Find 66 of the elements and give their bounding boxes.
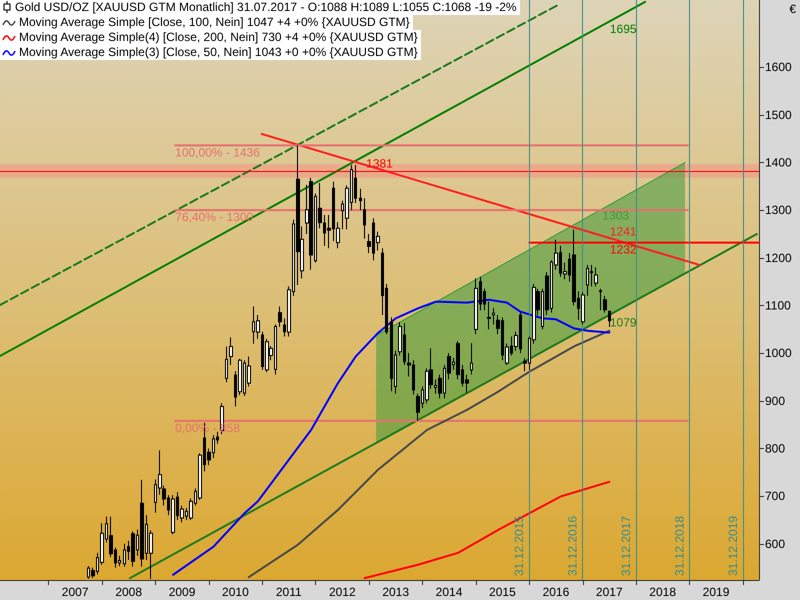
y-tick-label: 1100 (765, 298, 792, 312)
candlestick (123, 543, 126, 568)
annotation: 100,00% - 1436 (175, 145, 260, 160)
annotation: 1303 (602, 208, 630, 223)
x-tick-label: 2013 (382, 585, 410, 599)
x-tick-label: 2017 (596, 585, 623, 599)
y-tick-label: 1500 (765, 108, 792, 122)
line-series (172, 298, 610, 576)
candlestick (229, 336, 233, 366)
y-tick-label: 1400 (765, 156, 792, 170)
annotation: 1695 (610, 22, 637, 36)
ref-line-label: 31.12.2017 (619, 516, 634, 576)
candlestick (359, 188, 362, 211)
x-tick-label: 2014 (436, 585, 463, 599)
x-tick-label: 2018 (649, 585, 676, 599)
candlestick (594, 266, 598, 287)
candlestick (363, 198, 366, 240)
y-tick-label: 900 (765, 394, 786, 408)
ref-line-label: 1381 (366, 156, 394, 171)
legend-label: Moving Average Simple [Close, 100, Nein] 1047 +4 +0% {XAUUSD GTM} (19, 15, 410, 29)
candlestick (492, 307, 495, 326)
candlestick (390, 316, 393, 392)
y-tick-label: 800 (765, 441, 786, 456)
candlestick (603, 295, 607, 314)
ref-line-label: 31.12.2019 (726, 516, 740, 576)
y-tick-label: 1000 (765, 346, 792, 360)
candlestick (470, 342, 473, 376)
candlestick (171, 494, 175, 535)
y-tick-label: 1600 (765, 60, 792, 74)
ref-line-label: 31.12.2018 (672, 516, 686, 576)
candlestick (278, 306, 282, 328)
y-tick-label: 600 (765, 536, 786, 551)
x-tick-label: 2016 (542, 585, 570, 599)
x-tick-label: 2010 (222, 585, 250, 599)
annotation: 1241 (610, 224, 637, 238)
candlestick (225, 346, 228, 383)
x-tick-label: 2019 (702, 585, 730, 599)
annotation: 76,40% - 1300 (175, 210, 254, 224)
legend-label: Moving Average Simple(4) [Close, 200, Nein] 730 +4 +0% {XAUUSD GTM} (19, 30, 418, 44)
annotation: 1232 (610, 242, 637, 257)
candlestick (309, 177, 313, 270)
candlestick (474, 278, 478, 335)
ref-line-label: 31.12.2016 (566, 516, 580, 576)
candlestick (586, 264, 589, 296)
y-tick-label: 700 (765, 489, 786, 504)
chart-title: Gold USD/OZ [XAUUSD GTM Monatlich] 31.07.2017 - O:1088 H:1089 L:1055 C:1068 -19 -2% (15, 0, 517, 14)
x-tick-label: 2011 (276, 585, 302, 599)
x-tick-label: 2008 (115, 585, 142, 599)
candlestick (487, 301, 491, 330)
candlestick (140, 479, 144, 568)
y-tick-label: 1200 (765, 250, 792, 265)
candlestick (131, 530, 135, 568)
candlestick (608, 310, 611, 328)
line-series (248, 330, 610, 578)
ref-line-label: 31.12.2015 (512, 516, 526, 576)
x-tick-label: 2009 (168, 585, 196, 599)
y-tick-label: 1300 (765, 203, 792, 218)
x-tick-label: 2007 (62, 585, 89, 599)
x-tick-label: 2015 (489, 585, 516, 599)
candlestick (581, 292, 585, 326)
x-tick-label: 2012 (328, 585, 356, 599)
legend-label: Moving Average Simple(3) [Close, 50, Nein] 1043 +0 +0% {XAUUSD GTM} (19, 45, 418, 59)
candlestick (599, 288, 602, 311)
line-series (364, 480, 610, 580)
annotation: 1079 (610, 315, 637, 330)
y-axis-title: € (789, 2, 796, 16)
